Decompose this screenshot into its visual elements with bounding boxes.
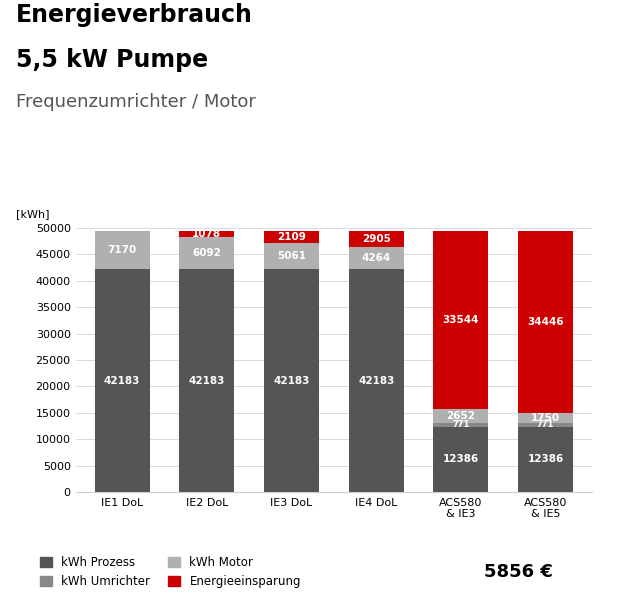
Text: Frequenzumrichter / Motor: Frequenzumrichter / Motor [16,93,256,111]
Text: 6092: 6092 [192,248,221,258]
Text: 771: 771 [537,420,554,429]
Text: 12386: 12386 [527,454,564,464]
Text: 5856 €: 5856 € [484,563,553,581]
Bar [518,413,573,422]
Text: 42183: 42183 [273,376,310,386]
Text: 5061: 5061 [277,251,306,261]
Text: [kWh]: [kWh] [16,209,49,219]
Text: 2652: 2652 [447,410,476,421]
Text: 771: 771 [452,420,469,429]
Text: 2109: 2109 [277,232,306,242]
Text: 42183: 42183 [358,376,394,386]
Bar [264,269,319,492]
Bar [518,422,573,427]
Bar [180,232,234,237]
Bar [518,232,573,413]
Bar [94,232,150,269]
Text: 12386: 12386 [443,454,479,464]
Bar [264,242,319,269]
Bar [349,232,404,247]
Text: 42183: 42183 [104,376,140,386]
Bar [433,409,488,422]
Bar [180,237,234,269]
Text: 1078: 1078 [192,229,221,239]
Text: 5,5 kW Pumpe: 5,5 kW Pumpe [16,48,208,72]
Text: 33544: 33544 [443,315,479,325]
Text: 34446: 34446 [527,317,564,328]
Bar [180,269,234,492]
Text: 7170: 7170 [108,245,137,256]
Bar [433,232,488,409]
Bar [433,427,488,492]
Legend: kWh Prozess, kWh Umrichter, kWh Motor, Energieeinsparung: kWh Prozess, kWh Umrichter, kWh Motor, E… [40,556,301,588]
Text: 2905: 2905 [362,234,391,244]
Bar [433,422,488,427]
Bar [264,232,319,242]
Bar [94,269,150,492]
Bar [349,247,404,269]
Bar [349,269,404,492]
Text: 4264: 4264 [362,253,391,263]
Text: 42183: 42183 [188,376,225,386]
Text: Energieverbrauch: Energieverbrauch [16,3,253,27]
Text: 1750: 1750 [531,413,560,423]
Text: -70 %: -70 % [490,524,547,542]
Bar [518,427,573,492]
